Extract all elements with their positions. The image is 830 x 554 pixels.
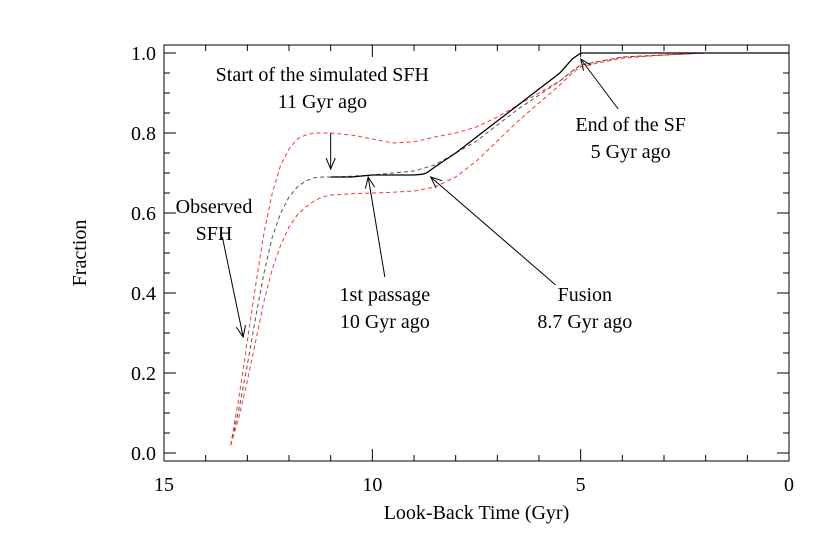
annotation-text: 8.7 Gyr ago [537, 311, 632, 333]
annotation-text: Start of the simulated SFH [216, 64, 429, 86]
annotation-text: Observed [176, 196, 253, 218]
y-axis-title: Fraction [69, 220, 91, 287]
annotation-text: 10 Gyr ago [340, 311, 430, 333]
series-group [230, 52, 789, 446]
x-tick-label: 15 [154, 474, 174, 496]
annotation-text: SFH [196, 223, 233, 245]
annotation-arrow [580, 58, 619, 110]
annotation-text: Fusion [558, 284, 612, 306]
x-axis-title: Look-Back Time (Gyr) [384, 502, 570, 524]
series-line-2 [230, 52, 789, 446]
arrowhead [364, 175, 376, 189]
axis-ticks: 15 10 5 0 0.0 0.2 0.4 0.6 0.8 1.0 [131, 43, 794, 496]
y-tick-label: 0.8 [131, 123, 156, 145]
annotation-text: End of the SF [575, 114, 686, 136]
series-line-4 [330, 52, 582, 178]
annotation-arrow [367, 176, 386, 278]
x-tick-label: 10 [362, 474, 382, 496]
y-tick-label: 0.0 [131, 443, 156, 465]
annotation-arrow [221, 236, 244, 338]
arrowhead [579, 57, 592, 71]
arrowhead [429, 176, 443, 188]
plot-frame [163, 44, 790, 462]
annotation-text: 11 Gyr ago [278, 91, 367, 113]
y-tick-label: 0.2 [131, 363, 156, 385]
y-tick-label: 0.4 [131, 283, 156, 305]
y-tick-label: 1.0 [131, 43, 156, 65]
y-tick-label: 0.6 [131, 203, 156, 225]
x-tick-label: 5 [576, 474, 586, 496]
series-line-3 [230, 52, 789, 446]
annotations-group: Start of the simulated SFH 11 Gyr ago Obse… [176, 57, 686, 339]
plot-border [163, 44, 790, 462]
annotation-text: 5 Gyr ago [591, 141, 671, 163]
arrowhead [325, 157, 336, 171]
annotation-arrow [430, 176, 556, 286]
arrowhead [235, 325, 246, 339]
annotation-text: 1st passage [340, 284, 431, 306]
x-tick-label: 0 [784, 474, 794, 496]
